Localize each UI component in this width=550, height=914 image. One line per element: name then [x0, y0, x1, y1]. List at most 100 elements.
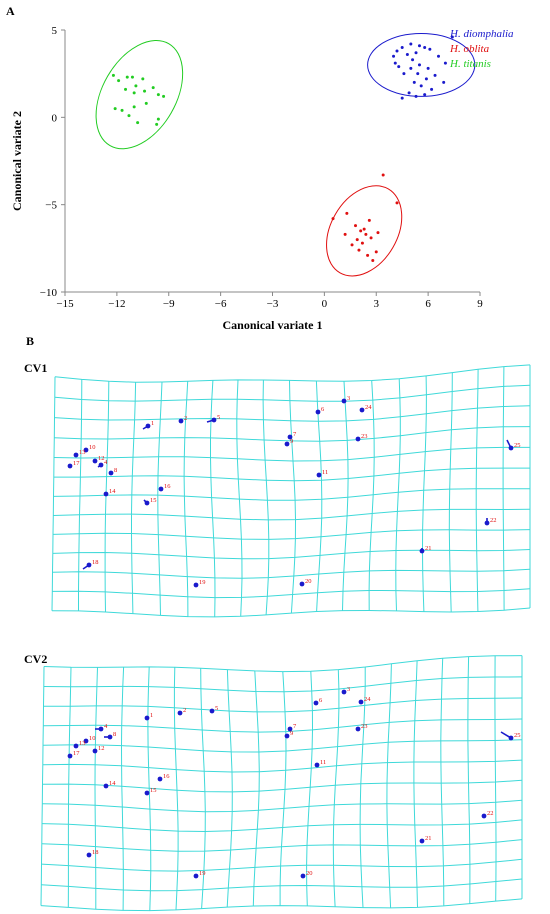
- landmark-point: [484, 520, 490, 526]
- data-point: [400, 96, 404, 100]
- grid-column-line: [279, 671, 287, 906]
- data-point: [155, 122, 159, 126]
- grid-row-line: [43, 655, 523, 673]
- data-point: [426, 66, 430, 70]
- landmark-point: [508, 735, 514, 741]
- landmark-point: [178, 418, 184, 424]
- landmark-label: 12: [98, 745, 105, 752]
- x-tick-label: −6: [215, 298, 227, 310]
- landmark-point: [103, 783, 109, 789]
- landmark-label: 18: [92, 849, 99, 856]
- confidence-ellipse-1: [367, 32, 476, 97]
- landmark-label: 11: [320, 759, 326, 766]
- data-point: [374, 250, 378, 254]
- data-point: [366, 253, 370, 257]
- data-point: [130, 75, 134, 79]
- x-tick-label: −15: [56, 298, 74, 310]
- landmark-label: 5: [215, 705, 218, 712]
- data-point: [414, 94, 418, 98]
- landmark-point: [144, 500, 150, 506]
- landmark-label: 25: [514, 732, 521, 739]
- data-point: [437, 54, 440, 58]
- data-point: [141, 77, 145, 81]
- cv2-title: CV2: [24, 652, 47, 666]
- data-point: [402, 72, 406, 76]
- grid-row-line: [41, 878, 523, 892]
- data-point: [143, 89, 147, 93]
- data-point: [424, 77, 428, 81]
- data-point: [395, 201, 399, 205]
- data-point: [364, 232, 368, 236]
- data-point: [367, 218, 371, 222]
- landmark-point: [145, 423, 151, 429]
- grid-column-line: [421, 375, 427, 612]
- data-point: [132, 91, 136, 95]
- grid-column-line: [131, 382, 137, 614]
- cv1-title: CV1: [24, 361, 47, 375]
- landmark-point: [481, 813, 487, 819]
- legend-entry-1: H. diomphalia: [449, 28, 514, 40]
- grid-column-line: [200, 668, 206, 909]
- x-tick-label: 3: [374, 298, 380, 310]
- grid-column-line: [173, 667, 179, 910]
- grid-column-line: [368, 380, 375, 611]
- grid-column-line: [67, 667, 72, 908]
- grid-row-line: [42, 799, 523, 813]
- data-point: [136, 121, 140, 125]
- data-point: [414, 51, 418, 55]
- landmark-point: [98, 726, 104, 732]
- landmark-label: 9: [290, 730, 293, 737]
- data-point: [405, 52, 409, 56]
- landmark-point: [314, 762, 320, 768]
- data-point: [376, 231, 380, 235]
- data-point: [400, 45, 404, 49]
- grid-row-line: [42, 739, 523, 753]
- data-point: [124, 87, 128, 91]
- data-point: [343, 232, 347, 236]
- grid-column-line: [494, 655, 497, 902]
- landmark-point: [358, 699, 364, 705]
- landmark-point: [144, 715, 150, 721]
- landmark-point: [508, 445, 514, 451]
- data-point: [392, 54, 396, 58]
- landmark-point: [341, 689, 347, 695]
- landmark-point: [86, 852, 92, 858]
- x-tick-label: −12: [108, 298, 125, 310]
- grid-column-line: [78, 379, 83, 611]
- grid-column-line: [386, 663, 392, 908]
- landmark-point: [341, 398, 347, 404]
- legend-entry-3: H. titanis: [449, 58, 491, 70]
- data-point: [156, 117, 160, 121]
- landmark-point: [419, 838, 425, 844]
- x-tick-label: 0: [322, 298, 328, 310]
- landmark-label: 9: [290, 438, 293, 445]
- data-point: [357, 248, 361, 252]
- cv1-mesh: [51, 364, 531, 618]
- grid-row-line: [41, 819, 523, 833]
- grid-column-line: [40, 666, 45, 906]
- landmark-label: 11: [322, 469, 328, 476]
- data-point: [350, 243, 354, 247]
- data-point: [371, 259, 375, 263]
- grid-column-line: [306, 671, 314, 906]
- landmark-label: 13: [79, 449, 86, 456]
- landmark-label: 19: [199, 579, 206, 586]
- confidence-ellipse-2: [326, 185, 403, 277]
- grid-column-line: [395, 378, 401, 611]
- x-tick-label: −3: [267, 298, 279, 310]
- data-point: [120, 108, 124, 112]
- data-point: [362, 227, 366, 231]
- landmark-label: 14: [109, 780, 116, 787]
- data-point: [423, 45, 427, 49]
- landmark-label: 23: [361, 723, 368, 730]
- data-point: [450, 35, 454, 39]
- landmark-point: [157, 776, 163, 782]
- landmark-label: 3: [347, 395, 350, 402]
- data-point: [409, 42, 413, 46]
- grid-column-line: [236, 379, 243, 617]
- grid-column-line: [252, 670, 260, 907]
- panel-a-label: A: [6, 4, 15, 18]
- landmark-label: 4: [104, 459, 108, 466]
- data-point: [442, 80, 446, 84]
